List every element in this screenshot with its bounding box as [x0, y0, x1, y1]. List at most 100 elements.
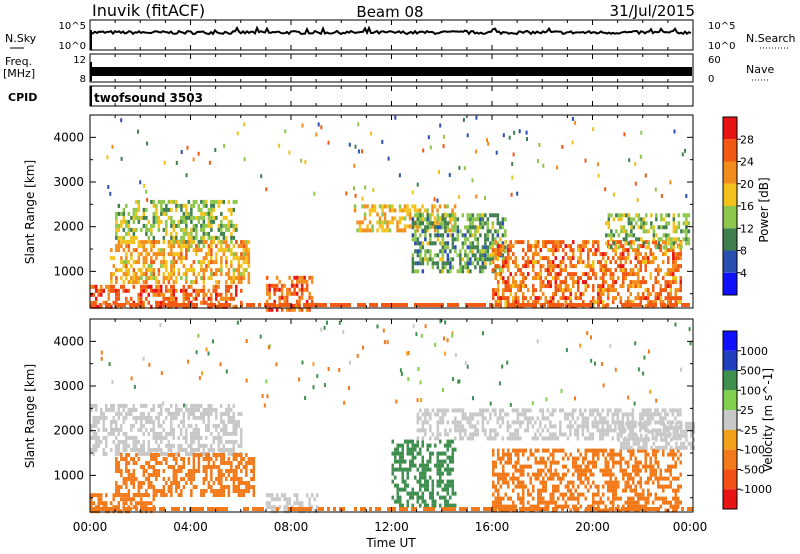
- heatmap-cell: [175, 288, 178, 293]
- heatmap-cell: [431, 483, 434, 488]
- heatmap-cell: [582, 260, 585, 265]
- heatmap-cell: [517, 460, 520, 465]
- heatmap-cell: [446, 443, 449, 448]
- heatmap-cell: [577, 496, 580, 501]
- heatmap-cell: [589, 468, 592, 473]
- heatmap-cell: [155, 461, 158, 465]
- heatmap-cell: [220, 248, 223, 253]
- heatmap-cell: [559, 296, 562, 301]
- heatmap-cell: [441, 451, 444, 456]
- heatmap-cell: [494, 256, 497, 261]
- heatmap-cell: [195, 288, 198, 293]
- heatmap-cell: [586, 424, 590, 429]
- heatmap-cell: [494, 500, 497, 505]
- heatmap-cell: [547, 256, 550, 261]
- heatmap-cell: [275, 497, 279, 502]
- heatmap-cell: [527, 492, 530, 497]
- heatmap-cell: [95, 415, 98, 420]
- heatmap-cell: [537, 496, 540, 501]
- heatmap-cell: [240, 252, 243, 257]
- heatmap-cell: [504, 284, 507, 289]
- heatmap-cell: [519, 464, 522, 469]
- heatmap-cell: [439, 451, 442, 456]
- heatmap-cell: [649, 420, 652, 425]
- heatmap-cell: [205, 223, 208, 228]
- heatmap-cell: [639, 448, 642, 453]
- heatmap-cell: [675, 237, 678, 242]
- heatmap-cell: [632, 504, 635, 509]
- heatmap-cell: [564, 304, 567, 309]
- nave-tick-top: 60: [708, 55, 721, 66]
- heatmap-cell: [117, 223, 121, 228]
- heatmap-cell: [597, 240, 600, 245]
- heatmap-cell: [207, 303, 210, 307]
- heatmap-cell: [449, 261, 452, 266]
- heatmap-cell: [620, 229, 623, 234]
- heatmap-cell: [127, 435, 130, 440]
- heatmap-cell: [232, 427, 235, 432]
- heatmap-cell: [532, 472, 535, 477]
- heatmap-cell: [588, 303, 591, 307]
- heatmap-cell: [275, 362, 278, 367]
- heatmap-cell: [617, 452, 620, 457]
- heatmap-cell: [579, 256, 582, 261]
- heatmap-cell: [227, 469, 231, 473]
- heatmap-cell: [514, 448, 517, 453]
- heatmap-cell: [517, 492, 520, 497]
- heatmap-cell: [577, 280, 580, 285]
- heatmap-cell: [456, 408, 460, 413]
- heatmap-cell: [494, 412, 497, 417]
- heatmap-cell: [273, 299, 276, 304]
- heatmap-cell: [625, 441, 628, 446]
- heatmap-cell: [135, 501, 138, 506]
- heatmap-cell: [140, 215, 143, 220]
- heatmap-cell: [524, 260, 527, 265]
- heatmap-cell: [268, 295, 271, 300]
- heatmap-cell: [100, 411, 103, 416]
- heatmap-cell: [304, 160, 307, 165]
- heatmap-cell: [456, 229, 460, 234]
- heatmap-cell: [514, 504, 517, 509]
- heatmap-cell: [596, 428, 600, 433]
- heatmap-cell: [429, 412, 432, 417]
- heatmap-cell: [469, 213, 472, 218]
- heatmap-cell: [476, 217, 480, 222]
- heatmap-cell: [140, 272, 143, 277]
- heatmap-cell: [230, 451, 233, 456]
- heatmap-cell: [90, 292, 93, 297]
- heatmap-cell: [579, 276, 582, 281]
- heatmap-cell: [436, 220, 439, 225]
- heatmap-cell: [519, 496, 522, 501]
- heatmap-cell: [599, 284, 602, 289]
- heatmap-cell: [421, 455, 424, 460]
- heatmap-cell: [607, 484, 610, 489]
- heatmap-cell: [481, 424, 485, 429]
- heatmap-cell: [102, 419, 105, 424]
- heatmap-cell: [527, 500, 530, 505]
- heatmap-cell: [411, 491, 414, 496]
- heatmap-cell: [197, 415, 200, 420]
- heatmap-cell: [480, 303, 483, 307]
- heatmap-cell: [532, 268, 535, 273]
- heatmap-cell: [620, 445, 623, 450]
- heatmap-cell: [502, 248, 505, 253]
- heatmap-cell: [220, 272, 223, 277]
- heatmap-cell: [187, 407, 190, 412]
- heatmap-cell: [245, 248, 248, 253]
- heatmap-cell: [177, 493, 181, 497]
- heatmap-cell: [182, 435, 185, 440]
- heatmap-cell: [499, 416, 502, 421]
- heatmap-cell: [644, 280, 647, 285]
- heatmap-cell: [597, 484, 600, 489]
- heatmap-cell: [409, 451, 412, 456]
- heatmap-cell: [177, 203, 181, 208]
- heatmap-cell: [288, 509, 291, 514]
- heatmap-cell: [451, 483, 454, 488]
- heatmap-cell: [424, 479, 427, 484]
- heatmap-cell: [102, 300, 105, 305]
- heatmap-cell: [215, 256, 218, 261]
- heatmap-cell: [132, 457, 136, 461]
- heatmap-cell: [622, 284, 625, 289]
- heatmap-cell: [649, 456, 652, 461]
- heatmap-cell: [469, 229, 472, 234]
